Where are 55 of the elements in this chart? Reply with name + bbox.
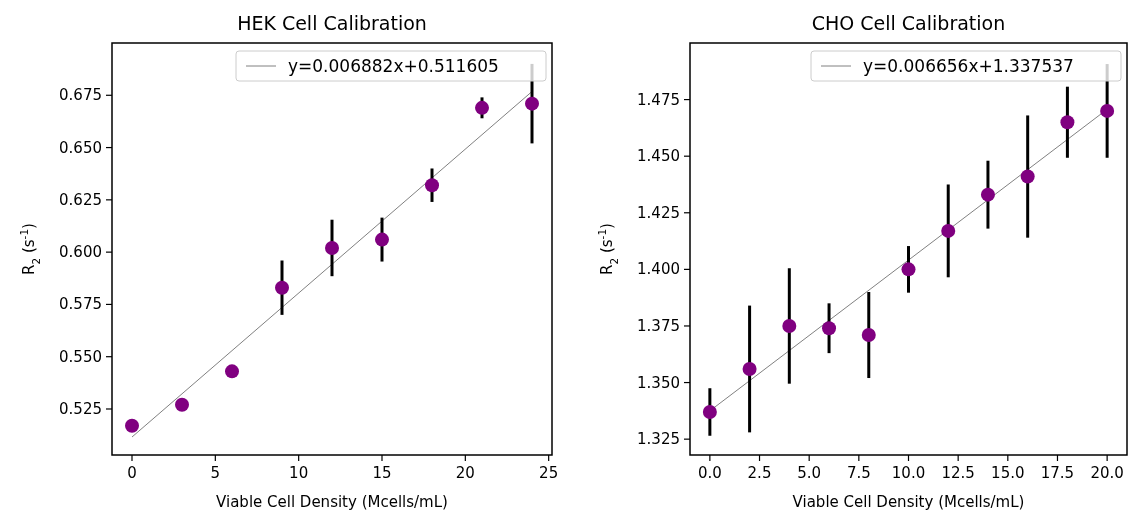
y-tick-label: 0.625	[59, 190, 102, 209]
point	[941, 223, 956, 238]
x-tick-label: 0.0	[697, 464, 722, 482]
x-tick-label: 20	[455, 464, 475, 482]
legend-label: y=0.006882x+0.511605	[288, 56, 499, 76]
x-tick-label: 12.5	[941, 464, 975, 482]
point	[1060, 115, 1075, 130]
y-tick-label: 1.425	[637, 203, 680, 222]
legend-label: y=0.006656x+1.337537	[863, 56, 1074, 76]
point	[425, 178, 439, 193]
point	[861, 328, 876, 343]
point	[175, 397, 189, 412]
point	[1100, 103, 1115, 118]
x-axis-title: Viable Cell Density (Mcells/mL)	[792, 493, 1025, 511]
x-tick-label: 10	[289, 464, 309, 482]
y-tick-label: 1.450	[637, 147, 680, 166]
y-tick-label: 0.650	[59, 138, 102, 157]
x-axis-title: Viable Cell Density (Mcells/mL)	[216, 493, 448, 511]
y-tick-label: 1.350	[637, 373, 680, 392]
y-tick-label: 1.325	[637, 430, 680, 449]
chart-title: HEK Cell Calibration	[237, 12, 427, 34]
x-tick-label: 5	[210, 464, 221, 482]
y-tick-label: 0.675	[59, 86, 102, 105]
y-tick-label: 0.575	[59, 295, 102, 314]
point	[901, 262, 916, 277]
x-tick-label: 2.5	[747, 464, 772, 482]
point	[375, 232, 389, 247]
point	[1020, 169, 1035, 184]
point	[225, 364, 239, 379]
chart-title: CHO Cell Calibration	[811, 12, 1006, 34]
x-tick-label: 15	[372, 464, 392, 482]
point	[325, 240, 339, 255]
point	[822, 321, 837, 336]
point	[742, 361, 757, 376]
x-tick-label: 10.0	[891, 464, 926, 482]
y-tick-label: 0.550	[59, 347, 102, 366]
point	[475, 100, 489, 115]
y-tick-label: 0.525	[59, 399, 102, 418]
point	[980, 187, 995, 202]
point	[702, 405, 717, 419]
point	[525, 96, 539, 111]
x-tick-label: 15.0	[991, 464, 1025, 482]
point	[782, 318, 797, 333]
y-tick-label: 1.475	[637, 90, 680, 109]
x-tick-label: 0	[127, 464, 137, 482]
x-tick-label: 25	[539, 464, 559, 482]
y-tick-label: 1.375	[637, 316, 680, 335]
x-tick-label: 20.0	[1090, 464, 1124, 482]
x-tick-label: 7.5	[846, 464, 871, 482]
x-tick-label: 5.0	[797, 464, 822, 482]
point	[125, 418, 139, 433]
y-tick-label: 1.400	[637, 260, 680, 279]
point	[275, 280, 289, 295]
y-tick-label: 0.600	[59, 243, 102, 262]
x-tick-label: 17.5	[1040, 464, 1075, 482]
